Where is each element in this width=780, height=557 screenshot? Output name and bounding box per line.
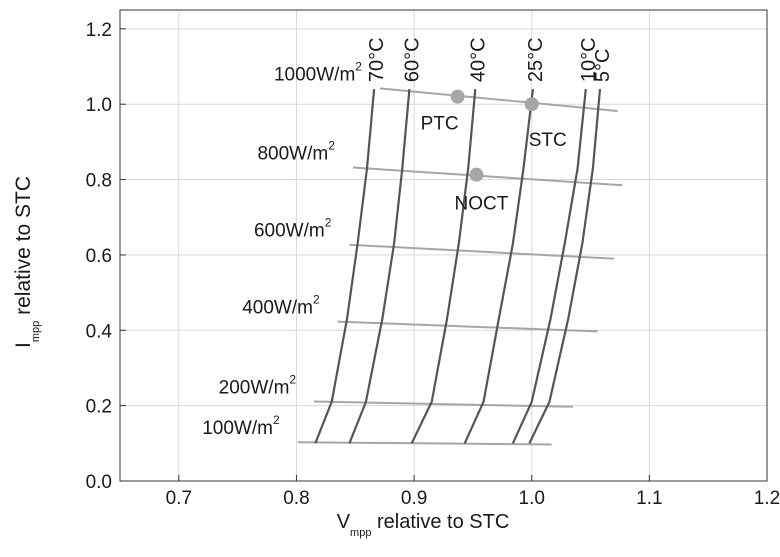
y-tick-label: 0.6 (86, 246, 112, 267)
temperature-label: 25°C (525, 37, 547, 82)
irradiance-label-sup: 2 (328, 139, 335, 153)
irradiance-label: 400W/m2 (242, 293, 320, 319)
plot-frame (119, 9, 768, 482)
temperature-curve (410, 89, 477, 444)
y-axis-ticks: 0.0 0.2 0.4 0.6 0.8 1.0 1.2 (86, 20, 126, 493)
y-axis-label: Impp relative to STC (12, 176, 42, 348)
y-axis-label-rest: relative to STC (12, 176, 35, 321)
irradiance-label-text: 400W/m (242, 298, 313, 319)
irradiance-label-sup: 2 (355, 59, 362, 73)
y-tick-label: 1.0 (86, 95, 112, 116)
x-tick-label: 1.0 (519, 488, 545, 509)
temperature-label: 40°C (467, 37, 489, 82)
temperature-curve (463, 88, 534, 444)
irradiance-line (379, 87, 618, 112)
irradiance-line (352, 166, 623, 187)
temperature-curves: 70°C 60°C 40°C 25°C 10°C5°C (314, 37, 614, 444)
irradiance-label-text: 200W/m (219, 377, 290, 398)
point-label: NOCT (455, 194, 509, 215)
y-axis-label-sub: mpp (30, 321, 42, 342)
irradiance-label-sup: 2 (313, 293, 320, 307)
y-tick-label: 0.0 (86, 472, 112, 493)
x-tick-label: 0.7 (166, 488, 192, 509)
x-tick-label: 1.2 (754, 488, 780, 509)
point-label: STC (529, 130, 567, 151)
x-axis-label-sub: mpp (350, 527, 371, 539)
temperature-label: 10°C (578, 37, 600, 82)
x-tick-label: 0.9 (401, 488, 427, 509)
x-axis-label-main: V (337, 511, 351, 533)
y-tick-label: 0.4 (86, 321, 113, 342)
x-axis-label-rest: relative to STC (371, 511, 509, 533)
temperature-curve (348, 89, 411, 444)
y-tick-label: 0.8 (86, 171, 112, 192)
x-axis-ticks: 0.7 0.8 0.9 1.0 1.1 1.2 (166, 475, 780, 509)
irradiance-label: 1000W/m2 (274, 59, 362, 85)
irradiance-line (297, 441, 552, 446)
temperature-label: 70°C (366, 37, 388, 82)
temperature-label: 5°C (592, 49, 614, 83)
x-axis-label: Vmpp relative to STC (337, 511, 510, 539)
temperature-curve (511, 88, 587, 444)
irradiance-label-sup: 2 (325, 216, 332, 230)
temperature-curve (314, 89, 376, 444)
irradiance-label-text: 600W/m (254, 221, 325, 242)
y-tick-label: 0.2 (86, 397, 112, 418)
y-tick-label: 1.2 (86, 20, 112, 41)
temperature-label: 60°C (401, 37, 423, 82)
irradiance-label-text: 800W/m (257, 144, 328, 165)
x-tick-label: 1.1 (636, 488, 662, 509)
irradiance-line (349, 243, 615, 260)
temperature-curve (528, 89, 602, 444)
irradiance-lines: 1000W/m2800W/m2600W/m2400W/m2200W/m2100W… (202, 59, 623, 446)
point-marker (469, 167, 484, 182)
irradiance-label: 800W/m2 (257, 139, 335, 165)
point-marker (524, 97, 539, 112)
point-label: PTC (421, 114, 459, 135)
irradiance-label-text: 1000W/m (274, 64, 355, 85)
y-axis-label-main: I (12, 342, 35, 348)
irradiance-label: 200W/m2 (219, 372, 297, 398)
irradiance-label-text: 100W/m (202, 418, 273, 439)
irradiance-label-sup: 2 (273, 413, 280, 427)
grid-layer (120, 10, 768, 482)
irradiance-label-sup: 2 (289, 372, 296, 386)
irradiance-label: 600W/m2 (254, 216, 332, 242)
x-tick-label: 0.8 (283, 488, 309, 509)
point-marker (450, 89, 465, 104)
irradiance-label: 100W/m2 (202, 413, 280, 439)
reference-points: PTC STC NOCT (421, 89, 567, 215)
